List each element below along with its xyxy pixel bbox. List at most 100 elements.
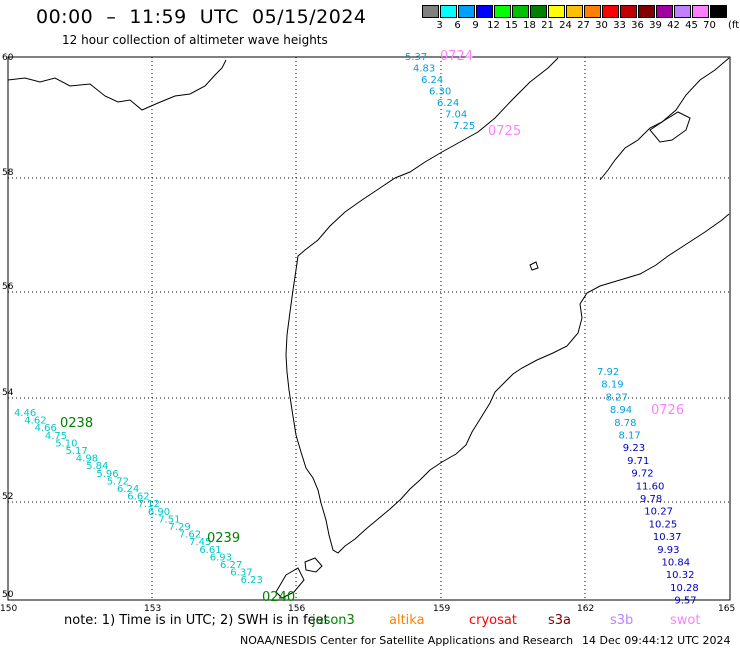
- legend-swatch: [422, 5, 439, 18]
- wave-height-label: 6.24: [117, 484, 139, 495]
- lat-tick-label: 52: [2, 492, 13, 502]
- legend-swatch: [710, 5, 727, 18]
- wave-height-label: 11.60: [636, 481, 665, 492]
- wave-height-label: 4.83: [413, 64, 435, 75]
- legend-label: 27: [577, 20, 590, 31]
- wave-height-label: 4.98: [76, 454, 98, 465]
- wave-height-label: 8.94: [610, 405, 632, 416]
- footer-note: note: 1) Time is in UTC; 2) SWH is in fe…: [64, 613, 329, 628]
- karaginsky-coast: [599, 57, 730, 181]
- legend-swatch: [530, 5, 547, 18]
- graticule: [8, 57, 730, 600]
- satellite-key-item: altika: [389, 613, 425, 628]
- kamchatka-coast: [285, 57, 730, 554]
- wave-height-label: 5.72: [107, 476, 129, 487]
- legend-label: 30: [595, 20, 608, 31]
- satellite-key-item: swot: [670, 613, 701, 628]
- lon-tick-label: 153: [144, 604, 161, 614]
- legend-label: 24: [559, 20, 572, 31]
- altimeter-tracks: 4.464.624.664.755.105.174.985.845.965.72…: [14, 52, 699, 607]
- karaginsky-island: [649, 111, 691, 143]
- wave-height-label: 4.62: [24, 416, 46, 427]
- satellite-key-item: s3a: [548, 613, 572, 628]
- wave-height-label: 10.32: [666, 570, 695, 581]
- legend-label: 9: [472, 20, 479, 31]
- wave-height-label: 5.96: [96, 469, 118, 480]
- lon-tick-label: 159: [433, 604, 450, 614]
- wave-height-label: 8.17: [619, 431, 641, 442]
- wave-height-label: 6.27: [220, 560, 242, 571]
- legend-label: 45: [685, 20, 698, 31]
- islet: [529, 261, 539, 271]
- lat-tick-label: 60: [2, 53, 14, 63]
- wave-height-label: 4.66: [35, 423, 57, 434]
- wave-height-label: 5.37: [405, 52, 427, 63]
- lat-tick-label: 54: [2, 388, 14, 398]
- legend-label: 70: [703, 20, 716, 31]
- legend-swatch: [548, 5, 565, 18]
- legend-swatch: [620, 5, 637, 18]
- wave-height-label: 9.57: [674, 596, 696, 607]
- wave-height-label: 6.61: [199, 545, 221, 556]
- legend-swatch: [638, 5, 655, 18]
- coastline: [7, 57, 730, 599]
- wave-height-label: 10.27: [644, 507, 673, 518]
- wave-height-label: 5.17: [66, 446, 88, 457]
- lon-tick-label: 162: [577, 604, 594, 614]
- wave-height-label: 8.78: [614, 418, 636, 429]
- wave-height-label: 9.78: [640, 494, 662, 505]
- axis-labels: 150 153 156 159 162 165 60 58 56 54 52 50: [0, 53, 735, 614]
- wave-height-label: 7.45: [189, 537, 211, 548]
- wave-height-label: 5.84: [86, 461, 108, 472]
- wave-height-label: 10.28: [670, 583, 699, 594]
- wave-height-label: 6.23: [241, 575, 263, 586]
- wave-height-label: 6.24: [421, 75, 443, 86]
- wave-height-label: 7.25: [453, 121, 475, 132]
- pass-time-label: 0724: [440, 49, 473, 64]
- wave-height-label: 6.93: [210, 552, 232, 563]
- wave-height-label: 6.30: [429, 87, 451, 98]
- legend-swatch: [656, 5, 673, 18]
- legend-swatch: [494, 5, 511, 18]
- legend-label: 6: [454, 20, 461, 31]
- lon-tick-label: 165: [718, 604, 735, 614]
- wave-height-label: 10.84: [662, 558, 691, 569]
- pass-time-label: 0240: [262, 590, 295, 605]
- wave-height-label: 10.25: [649, 519, 678, 530]
- legend-swatch: [458, 5, 475, 18]
- kuril-island-2: [275, 567, 305, 599]
- wave-height-label: 6.24: [437, 98, 459, 109]
- lon-tick-label: 156: [288, 604, 305, 614]
- legend-swatch: [512, 5, 529, 18]
- legend-label: 15: [505, 20, 518, 31]
- wave-height-label: 6.37: [230, 568, 252, 579]
- lon-tick-label: 150: [0, 604, 17, 614]
- legend-swatch: [692, 5, 709, 18]
- lat-tick-label: 50: [2, 590, 14, 600]
- credit-line: NOAA/NESDIS Center for Satellite Applica…: [240, 634, 574, 647]
- legend-label: 33: [613, 20, 626, 31]
- pass-time-label: 0239: [207, 531, 240, 546]
- wave-height-label: 8.27: [606, 392, 628, 403]
- wave-height-label: 7.29: [169, 522, 191, 533]
- wave-height-label: 9.23: [623, 443, 645, 454]
- legend-swatch: [476, 5, 493, 18]
- wave-height-label: 5.10: [55, 438, 77, 449]
- wave-height-label: 9.72: [631, 469, 653, 480]
- wave-height-label: 7.92: [597, 367, 619, 378]
- lat-tick-label: 56: [2, 282, 14, 292]
- wave-height-label: 7.12: [138, 499, 160, 510]
- legend-label: 18: [523, 20, 536, 31]
- pass-time-label: 0726: [651, 403, 684, 418]
- wave-height-label: 7.62: [179, 530, 201, 541]
- pass-time-label: 0725: [488, 124, 521, 139]
- wave-height-label: 6.90: [148, 507, 170, 518]
- lat-tick-label: 58: [2, 168, 14, 178]
- satellite-key-item: s3b: [610, 613, 634, 628]
- okhotsk-north-coast: [7, 59, 227, 111]
- wave-height-label: 9.93: [657, 545, 679, 556]
- legend-swatch: [674, 5, 691, 18]
- legend-unit: (ft): [728, 20, 740, 31]
- map-subtitle: 12 hour collection of altimeter wave hei…: [62, 33, 328, 47]
